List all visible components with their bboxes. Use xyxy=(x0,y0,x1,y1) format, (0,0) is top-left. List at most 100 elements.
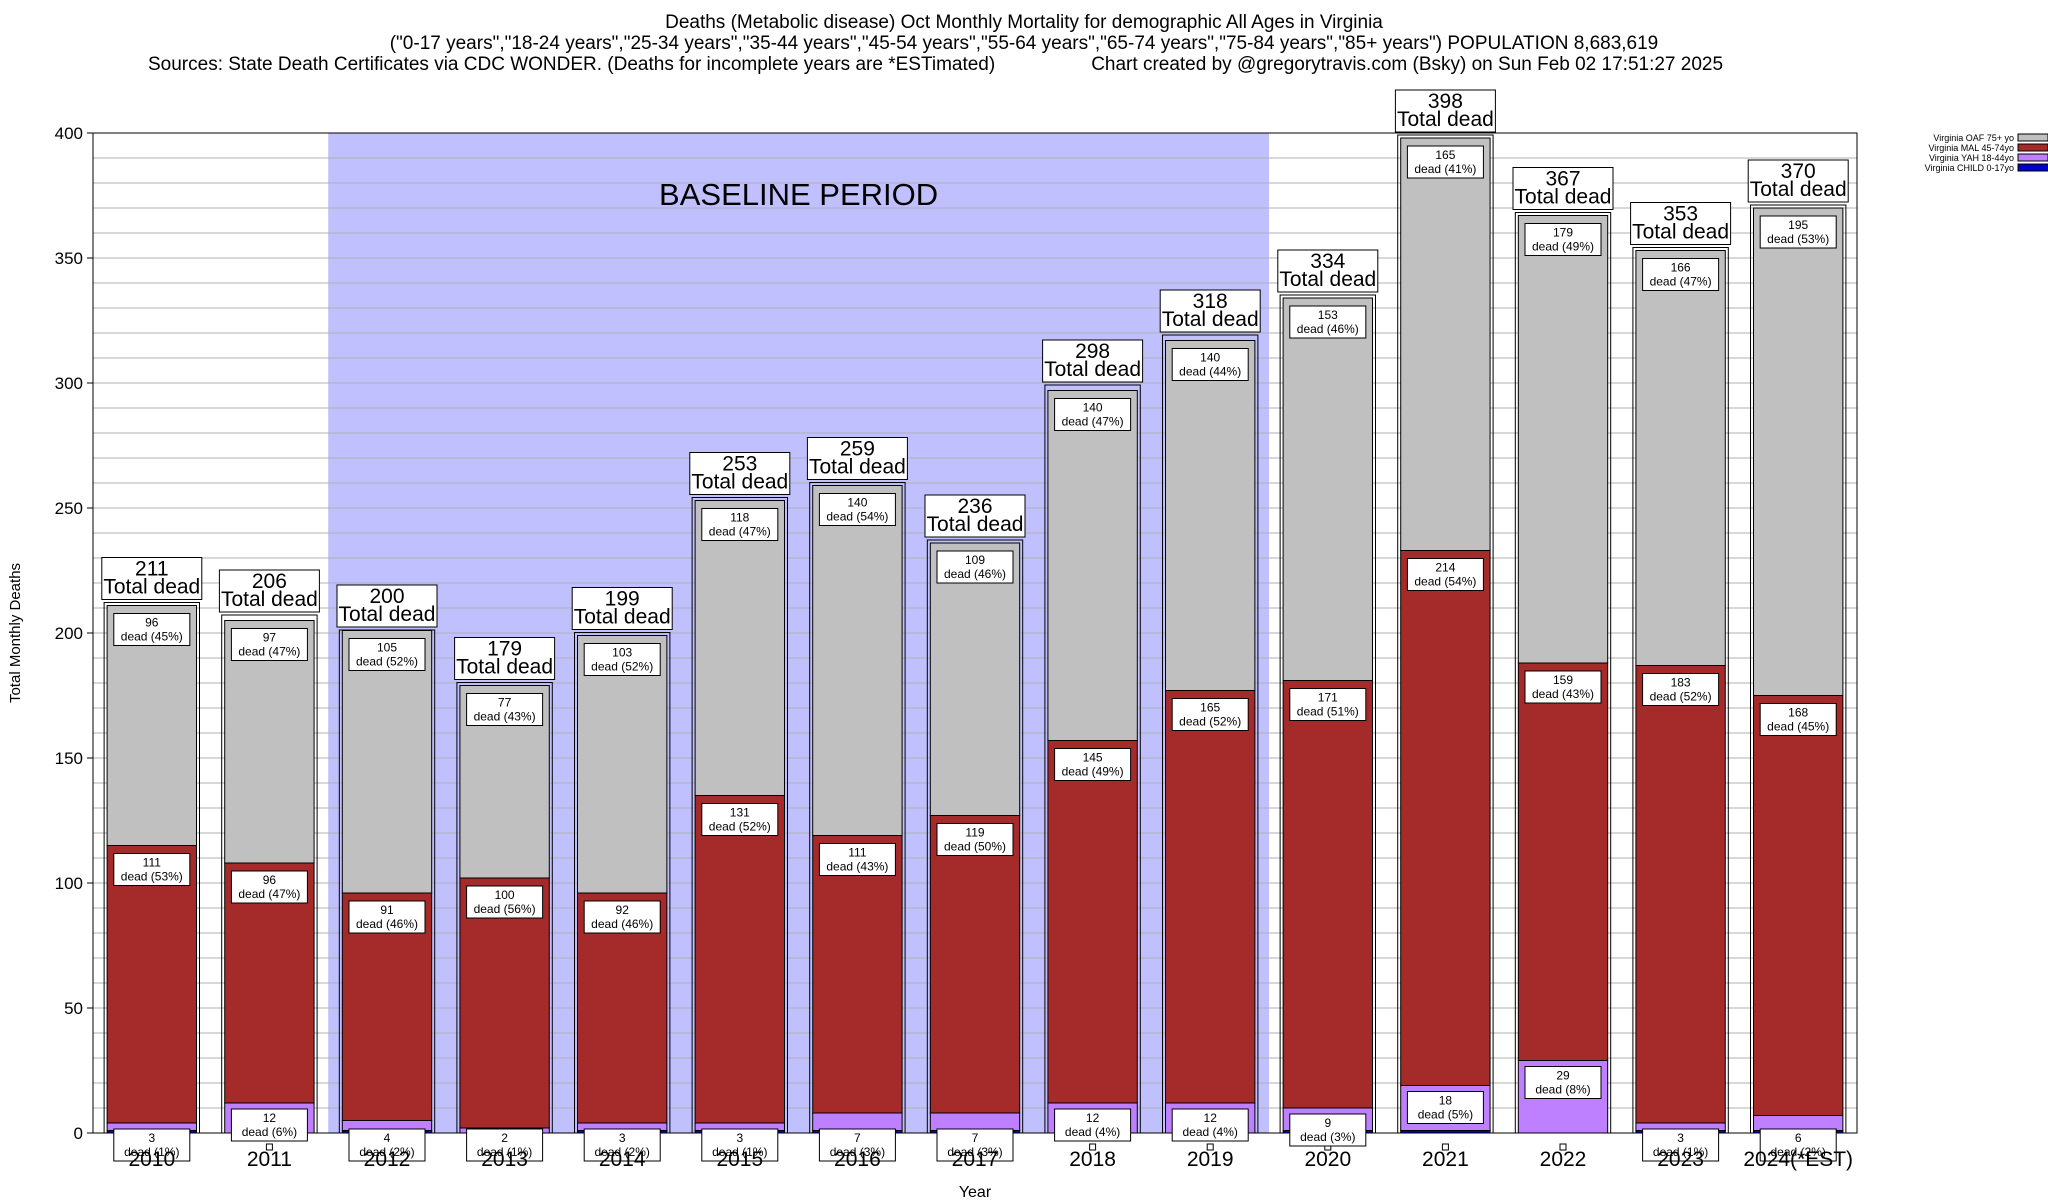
yah-data-label: 12 xyxy=(263,1111,277,1125)
yah-data-label: 6 xyxy=(1795,1131,1802,1145)
total-label-box xyxy=(1042,339,1144,383)
bar-segment-2 xyxy=(1047,740,1138,1104)
y-tick-label: 0 xyxy=(74,1124,83,1143)
total-label-box xyxy=(336,584,438,628)
x-tick-label: 2022 xyxy=(1540,1148,1587,1171)
y-tick-label: 50 xyxy=(64,999,83,1018)
yah-data-label: 3 xyxy=(148,1131,155,1145)
yah-data-label: 29 xyxy=(1556,1069,1570,1083)
yah-data-label-pct: dead (3%) xyxy=(947,1145,1002,1159)
oaf-data-label: 109 xyxy=(965,553,985,567)
mal-data-label: 119 xyxy=(965,826,984,840)
yah-data-label-pct: dead (3%) xyxy=(830,1145,885,1159)
yah-data-label-box xyxy=(113,1128,191,1162)
mal-data-label-box xyxy=(1642,673,1720,706)
oaf-data-label-box xyxy=(818,493,896,526)
bar-segment-3 xyxy=(577,635,668,894)
mal-data-label-box xyxy=(230,870,308,904)
mal-data-label: 183 xyxy=(1671,676,1691,690)
bar-segment-2 xyxy=(459,877,550,1129)
mal-data-label-box xyxy=(583,900,661,934)
oaf-data-label-box xyxy=(1759,215,1837,249)
oaf-data-label-box xyxy=(1406,145,1484,179)
total-label-text: Total dead xyxy=(1750,178,1847,201)
mal-data-label-box xyxy=(1759,703,1837,736)
mal-data-label-box xyxy=(1406,558,1484,591)
bar-segment-2 xyxy=(1753,695,1844,1116)
yah-data-label-box xyxy=(1642,1128,1720,1162)
bar-segment-3 xyxy=(694,500,785,796)
y-tick-label: 100 xyxy=(55,874,83,893)
yah-data-label: 4 xyxy=(384,1131,391,1145)
yah-data-label-box xyxy=(1524,1066,1602,1099)
bar-segment-3 xyxy=(1047,390,1138,741)
yah-data-label: 12 xyxy=(1204,1111,1218,1125)
total-value: 334 xyxy=(1310,250,1345,273)
total-label-box xyxy=(1630,202,1732,245)
oaf-data-label-box xyxy=(230,628,308,661)
bar-segment-3 xyxy=(341,630,433,894)
yah-data-label-pct: dead (1%) xyxy=(712,1145,767,1159)
y-tick-label: 300 xyxy=(55,374,83,393)
mal-data-label: 92 xyxy=(616,903,630,917)
oaf-data-label-pct: dead (44%) xyxy=(1179,365,1241,379)
legend-swatch xyxy=(2017,163,2048,172)
total-value: 236 xyxy=(957,495,992,518)
bar-segment-2 xyxy=(1165,690,1256,1104)
oaf-data-label: 77 xyxy=(498,696,512,710)
mal-data-label-pct: dead (52%) xyxy=(1179,715,1241,729)
yah-data-label: 3 xyxy=(619,1131,626,1145)
child-marker xyxy=(1206,1143,1214,1151)
oaf-data-label-box xyxy=(113,613,191,646)
oaf-data-label-pct: dead (43%) xyxy=(474,710,536,724)
oaf-data-label: 103 xyxy=(612,646,632,660)
bar-segment-3 xyxy=(1400,137,1491,551)
yah-data-label-pct: dead (5%) xyxy=(1418,1108,1473,1122)
mal-data-label-pct: dead (50%) xyxy=(944,840,1006,854)
oaf-data-label-box xyxy=(936,550,1014,584)
yah-data-label-box xyxy=(1054,1108,1132,1142)
mal-data-label: 111 xyxy=(848,846,867,860)
bar-segment-3 xyxy=(1753,207,1844,696)
yah-data-label: 3 xyxy=(736,1131,743,1145)
sources-note: Sources: State Death Certificates via CD… xyxy=(148,54,996,75)
yah-data-label-pct: dead (6%) xyxy=(242,1125,297,1139)
mal-data-label-pct: dead (43%) xyxy=(1532,687,1594,701)
x-tick-label: 2023 xyxy=(1657,1148,1704,1171)
total-value: 318 xyxy=(1193,290,1228,313)
mal-data-label: 159 xyxy=(1553,673,1573,687)
yah-data-label-box xyxy=(230,1108,308,1142)
total-label-text: Total dead xyxy=(456,656,553,679)
mal-data-label: 96 xyxy=(263,873,277,887)
bar-segment-2 xyxy=(812,835,903,1114)
child-marker xyxy=(1559,1143,1567,1151)
total-label-box xyxy=(924,494,1026,538)
x-tick-label: 2012 xyxy=(364,1148,411,1171)
yah-data-label-pct: dead (2%) xyxy=(359,1145,414,1159)
yah-data-label-pct: dead (2%) xyxy=(1771,1145,1826,1159)
total-label-text: Total dead xyxy=(809,456,906,479)
bar-outline xyxy=(1514,212,1612,1134)
mal-data-label: 171 xyxy=(1318,691,1338,705)
total-label-text: Total dead xyxy=(1515,186,1612,209)
chart-credit: Chart created by @gregorytravis.com (Bsk… xyxy=(1091,54,1724,75)
total-label-box xyxy=(689,452,791,495)
total-label-text: Total dead xyxy=(1632,221,1729,244)
mal-data-label: 111 xyxy=(143,856,162,870)
total-value: 398 xyxy=(1428,90,1463,113)
mal-data-label-pct: dead (46%) xyxy=(356,917,418,931)
total-label-text: Total dead xyxy=(691,471,788,494)
yah-data-label-pct: dead (4%) xyxy=(1065,1125,1120,1139)
oaf-data-label: 179 xyxy=(1553,226,1573,240)
bar-segment-2 xyxy=(929,815,1021,1114)
bar-segment-1 xyxy=(929,1112,1021,1131)
x-axis-title: Year xyxy=(959,1184,992,1200)
yah-data-label-pct: dead (2%) xyxy=(595,1145,650,1159)
yah-data-label: 2 xyxy=(501,1131,508,1145)
mal-data-label-pct: dead (45%) xyxy=(1767,720,1829,734)
oaf-data-label-pct: dead (45%) xyxy=(121,630,183,644)
total-label-text: Total dead xyxy=(103,576,200,599)
x-tick-label: 2018 xyxy=(1069,1148,1116,1171)
total-value: 367 xyxy=(1545,168,1580,191)
